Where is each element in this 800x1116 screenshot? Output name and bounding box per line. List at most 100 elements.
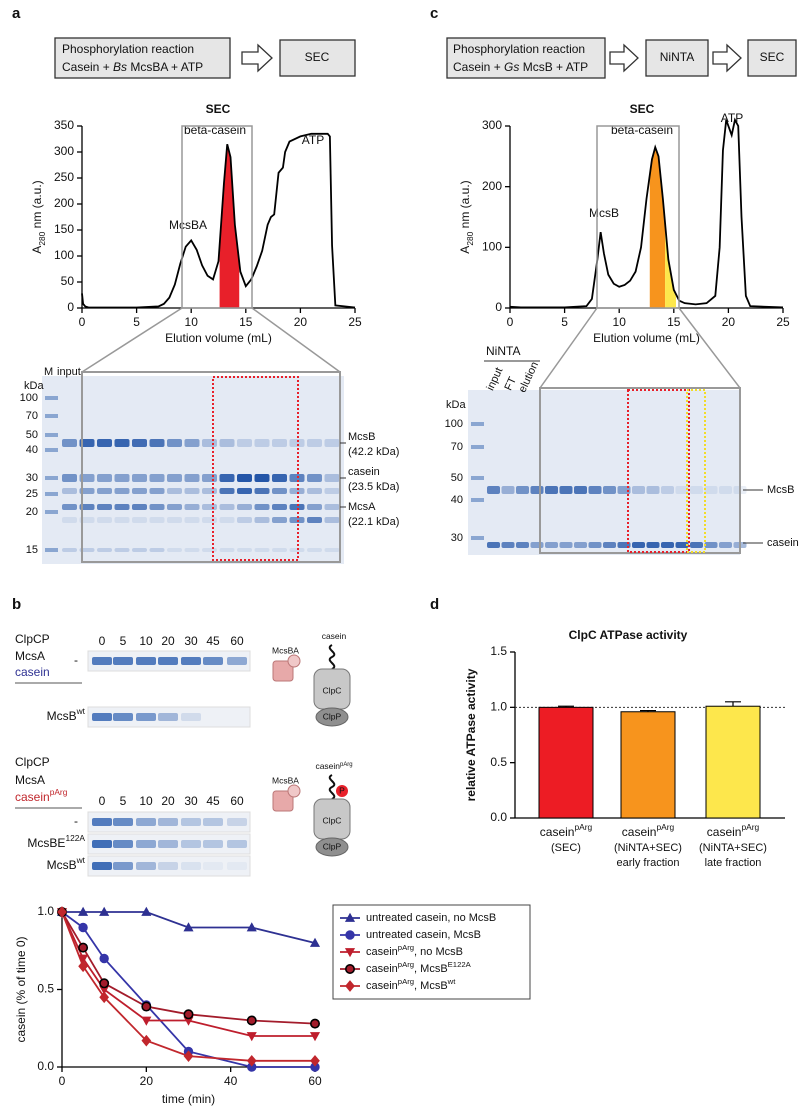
kda-marker: 40 xyxy=(451,494,463,506)
gel-band xyxy=(289,439,305,447)
gel-band xyxy=(545,486,558,494)
selection-frame xyxy=(212,376,299,561)
gel-band xyxy=(113,862,133,870)
gel-band xyxy=(45,448,58,452)
text-part: wt xyxy=(76,706,86,716)
lane-label: elution xyxy=(516,360,541,394)
annotation: McsBA xyxy=(169,218,207,232)
time-label: 60 xyxy=(230,634,244,648)
text-part: casein xyxy=(15,665,50,679)
gel-band xyxy=(158,840,178,848)
gel-band xyxy=(167,517,182,523)
gel-band xyxy=(574,542,587,548)
gel-band xyxy=(45,396,58,400)
y-tick-label: 0.5 xyxy=(37,982,54,996)
text-part: 280 xyxy=(465,231,475,245)
gel-band xyxy=(202,504,217,510)
mcsba-icon xyxy=(287,654,301,668)
text-part: McsBE xyxy=(27,836,65,850)
gel-band xyxy=(237,517,252,523)
legend-label: caseinpArg, no McsB xyxy=(366,943,463,958)
chart-title: SEC xyxy=(630,102,655,116)
marker xyxy=(246,1054,257,1067)
gel-band xyxy=(113,657,133,665)
selection-frame xyxy=(686,389,706,553)
time-label: 10 xyxy=(139,794,153,808)
text-part: (SEC) xyxy=(551,842,581,854)
flow-arrow xyxy=(241,43,273,73)
y-axis-label: A280 nm (a.u.) xyxy=(30,180,47,253)
row-label: - xyxy=(74,814,78,828)
gel-band xyxy=(632,542,645,548)
gel-band xyxy=(203,818,223,826)
gel-band xyxy=(559,486,573,494)
text-part: casein xyxy=(315,761,340,771)
gel-band xyxy=(184,439,200,447)
flow-box xyxy=(54,37,231,79)
marker xyxy=(183,922,194,932)
x-tick-label: 0 xyxy=(59,1074,66,1088)
condition: McsA xyxy=(15,773,45,787)
gel-band xyxy=(254,504,270,510)
marker xyxy=(310,1054,320,1067)
gel-band xyxy=(136,840,156,848)
time-label: 30 xyxy=(184,634,198,648)
kda-marker: 100 xyxy=(445,418,463,430)
gel-band xyxy=(272,439,287,447)
gel-band xyxy=(132,439,147,447)
gel-band xyxy=(45,510,58,514)
gel-band xyxy=(158,862,178,870)
zoom-box xyxy=(181,125,253,309)
condition: ClpCP xyxy=(15,632,50,646)
gel-band xyxy=(202,517,217,523)
gel-band xyxy=(184,474,200,482)
flow-box xyxy=(747,39,797,77)
panel-letter: c xyxy=(430,5,438,22)
text-part: - xyxy=(74,814,78,828)
gel-band xyxy=(254,517,270,523)
kda-marker: 50 xyxy=(451,472,463,484)
gel-band xyxy=(62,488,77,494)
gel-band xyxy=(272,548,287,552)
icon-label: McsBA xyxy=(272,645,299,655)
gel-band xyxy=(227,818,247,826)
gel-band xyxy=(113,840,133,848)
y-tick-label: 250 xyxy=(54,170,74,184)
y-tick-label: 100 xyxy=(54,248,74,262)
gel-band xyxy=(202,474,217,482)
x-tick-label: (NiNTA+SEC) xyxy=(614,842,682,854)
row-label: - xyxy=(74,653,78,667)
icon-label: ClpC xyxy=(323,815,342,825)
substrate-icon xyxy=(328,644,336,670)
annotation: ATP xyxy=(721,111,743,125)
bar xyxy=(538,706,594,819)
gel-header: NiNTA xyxy=(486,344,520,358)
kda-label: kDa xyxy=(24,380,44,392)
condition: casein xyxy=(15,665,50,679)
band-label: (23.5 kDa) xyxy=(348,481,399,493)
error-bar xyxy=(558,705,574,708)
gel-band xyxy=(181,862,201,870)
y-axis-label: A280 nm (a.u.) xyxy=(458,180,475,253)
gel-band xyxy=(227,840,247,848)
gel-strip xyxy=(87,833,251,855)
flow-text: Casein + Gs McsB + ATP xyxy=(453,60,588,74)
gel-band xyxy=(181,818,201,826)
gel-band xyxy=(202,488,217,494)
y-tick-label: 50 xyxy=(61,274,75,288)
text-part: pArg xyxy=(398,977,414,986)
gel-band xyxy=(530,486,544,494)
y-tick-label: 150 xyxy=(54,222,74,236)
gel-band xyxy=(184,504,200,510)
kda-marker: 15 xyxy=(26,544,38,556)
gel-band xyxy=(181,840,201,848)
gel-band xyxy=(167,504,182,510)
gel-band xyxy=(167,548,182,552)
gel-band xyxy=(704,542,718,548)
gel-band xyxy=(167,488,182,494)
gel-band xyxy=(324,548,340,552)
marker xyxy=(141,1001,152,1012)
zoom-lines xyxy=(539,307,741,389)
gel-band xyxy=(471,422,484,426)
